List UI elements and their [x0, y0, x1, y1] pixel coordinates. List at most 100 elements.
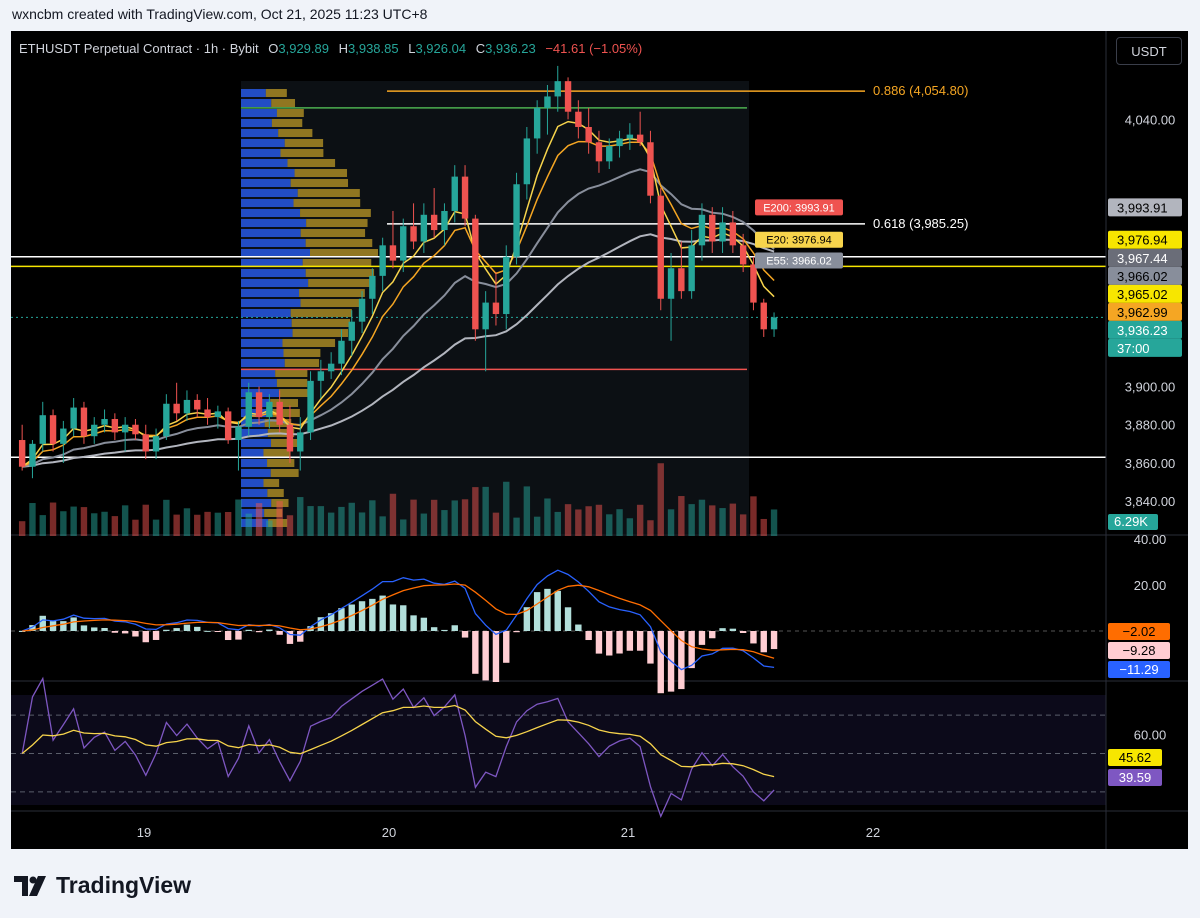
price-label-bg [1108, 266, 1182, 285]
price-label: 3,967.44 [1117, 251, 1168, 266]
macd-tick-label: 20.00 [1134, 578, 1167, 593]
price-label-bg [1108, 198, 1182, 217]
candle-body [132, 424, 139, 435]
volume-profile-bar [241, 329, 293, 337]
volume-bar [657, 463, 664, 536]
candle-body [626, 134, 634, 139]
macd-histogram-bar [688, 631, 695, 669]
candle-body [255, 392, 263, 418]
macd-histogram-bar [533, 592, 541, 631]
volume-bar [163, 499, 170, 536]
macd-line [21, 569, 775, 671]
volume-profile-bar [241, 489, 268, 497]
macd-value-label: −11.29 [1119, 662, 1158, 677]
volume-profile-bar [310, 249, 378, 257]
volume-profile-bar [276, 109, 304, 117]
volume-profile-bar [299, 289, 365, 297]
price-label-bg [1108, 338, 1182, 357]
pane-backgrounds [11, 81, 1188, 812]
candle-body [338, 340, 345, 364]
volume-profile-bar [241, 359, 285, 367]
volume-profile-bar [282, 339, 336, 347]
close-value: 3,936.23 [485, 41, 536, 56]
time-tick-label: 21 [621, 825, 635, 840]
candle-body [317, 371, 325, 381]
close-label: C [475, 41, 486, 56]
volume-profile-bar [263, 449, 291, 457]
volume-profile-bar [241, 429, 268, 437]
candle-body [616, 138, 623, 147]
candle-body [266, 401, 273, 418]
price-label-bg [1108, 302, 1182, 321]
candle-body [91, 424, 98, 437]
volume-bar [194, 514, 201, 536]
volume-bar [647, 520, 654, 536]
macd-histogram-bar [173, 628, 180, 631]
price-label-bg [1108, 248, 1182, 267]
candle-body [451, 176, 458, 211]
volume-profile-bar [305, 269, 375, 277]
currency-button[interactable]: USDT [1116, 37, 1182, 65]
price-label: 3,966.02 [1117, 269, 1168, 284]
volume-profile-bar [276, 379, 308, 387]
time-tick-label: 22 [866, 825, 880, 840]
candle-body [49, 415, 57, 444]
volume-profile-bar [241, 249, 310, 257]
candlestick-chart[interactable]: 0.886 (4,054.80) 0.618 (3,985.25) E200: 3… [11, 31, 1188, 849]
volume-profile-bar [241, 459, 268, 467]
volume-profile-bar [241, 89, 266, 97]
volume-profile-bar [284, 359, 320, 367]
macd-value-label: −2.02 [1123, 624, 1156, 639]
volume-bar [719, 508, 726, 536]
volume-profile-bar [241, 349, 284, 357]
volume-profile-bar [290, 179, 349, 187]
macd-signal-line [22, 583, 775, 659]
indicator-tag-label: E55: 3966.02 [766, 256, 831, 268]
macd-histogram-bar [482, 631, 489, 681]
price-tick-label: 3,840.00 [1125, 494, 1176, 509]
volume-bar [235, 499, 242, 536]
macd-histogram-bar [18, 631, 26, 632]
macd-histogram-bar [647, 631, 654, 664]
macd-histogram-bar [626, 631, 634, 651]
change-value: −41.61 (−1.05%) [545, 41, 643, 56]
macd-value-bg [1108, 642, 1170, 659]
volume-profile-bar [264, 509, 283, 517]
candle-body [389, 245, 397, 261]
macd-histogram-bar [163, 629, 170, 631]
volume-profile-bar [270, 469, 299, 477]
time-tick-label: 19 [137, 825, 151, 840]
volume-bar [564, 504, 572, 536]
macd-histogram-bar [39, 615, 46, 631]
volume-bar [544, 498, 551, 536]
volume-bar [358, 512, 366, 536]
candle-body [286, 424, 294, 452]
macd-pane: 40.00 20.00 −2.02 −9.28 −11.29 [11, 532, 1170, 694]
volume-profile-bar [241, 399, 271, 407]
tradingview-logo-icon [14, 875, 46, 896]
macd-histogram-bar [70, 617, 77, 631]
macd-histogram-bar [327, 613, 335, 631]
candle-body [400, 226, 407, 261]
time-axis: 19 20 21 22 [137, 825, 880, 840]
volume-profile-bar [241, 299, 301, 307]
volume-profile-bar [241, 449, 264, 457]
macd-histogram-bar [770, 631, 778, 650]
candle-body [152, 436, 160, 452]
candle-body [750, 264, 757, 303]
volume-bar [49, 502, 57, 536]
volume-bar [626, 518, 634, 536]
volume-profile [241, 89, 378, 527]
high-label: H [338, 41, 348, 56]
volume-bar [513, 517, 520, 536]
volume-profile-bar [306, 219, 368, 227]
volume-profile-bar [241, 169, 295, 177]
macd-histogram-bar [709, 631, 716, 639]
price-label: 3,936.23 [1117, 323, 1168, 338]
tradingview-brand[interactable]: TradingView [14, 872, 191, 899]
candle-body [142, 434, 149, 452]
volume-profile-bar [241, 179, 291, 187]
chart-frame[interactable]: 0.886 (4,054.80) 0.618 (3,985.25) E200: 3… [11, 31, 1188, 849]
price-tick-label: 3,880.00 [1125, 418, 1176, 433]
candle-body [214, 411, 222, 418]
